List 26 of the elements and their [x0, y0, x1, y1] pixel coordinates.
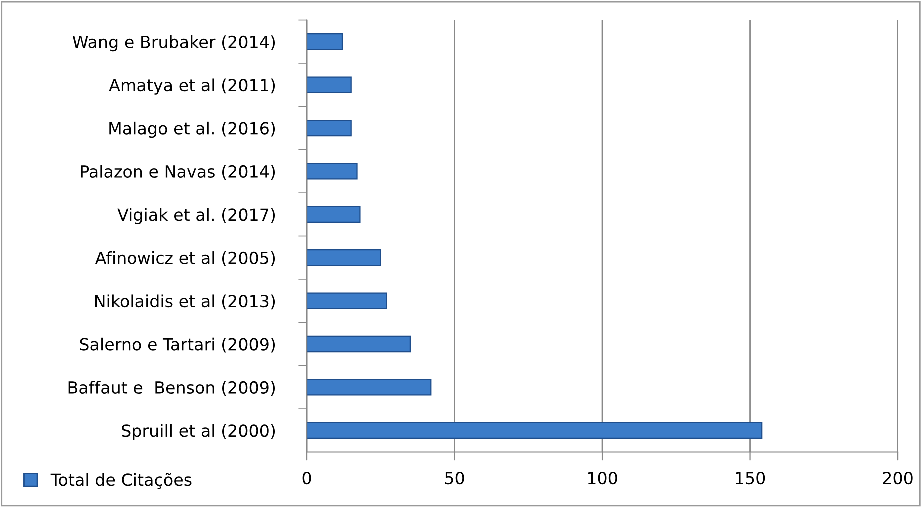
y-tick-label: Nikolaidis et al (2013): [95, 294, 276, 310]
y-tick-label: Amatya et al (2011): [109, 78, 276, 95]
bar: [307, 250, 382, 266]
y-tick-label: Palazon e Navas (2014): [81, 165, 276, 180]
y-tick-label: Spruill et al (2000): [122, 424, 276, 440]
bar: [307, 379, 432, 396]
bar: [307, 120, 352, 137]
y-tick-label: Wang e Brubaker (2014): [72, 36, 276, 52]
y-tick-label: Afinowicz et al (2005): [95, 252, 276, 266]
y-tick-label: Salerno e Tartari (2009): [80, 338, 276, 353]
bar: [307, 76, 352, 94]
x-tick-label: 150: [736, 472, 766, 485]
x-tick-label: 100: [588, 472, 618, 485]
y-tick-label: Vigiak et al. (2017): [118, 208, 276, 224]
x-tick-label: 200: [883, 472, 913, 485]
x-tick-label: 50: [445, 472, 464, 485]
bar: [307, 206, 361, 223]
bar: [307, 34, 344, 50]
bar: [307, 336, 412, 353]
y-tick-label: Malago et al. (2016): [110, 122, 276, 138]
bar: [307, 292, 388, 310]
legend-label: Total de Citações: [50, 473, 192, 490]
x-tick-label: 0: [302, 472, 312, 485]
bar: [307, 163, 358, 180]
bar: [307, 422, 763, 439]
y-tick-label: Baffaut e Benson (2009): [68, 381, 276, 396]
